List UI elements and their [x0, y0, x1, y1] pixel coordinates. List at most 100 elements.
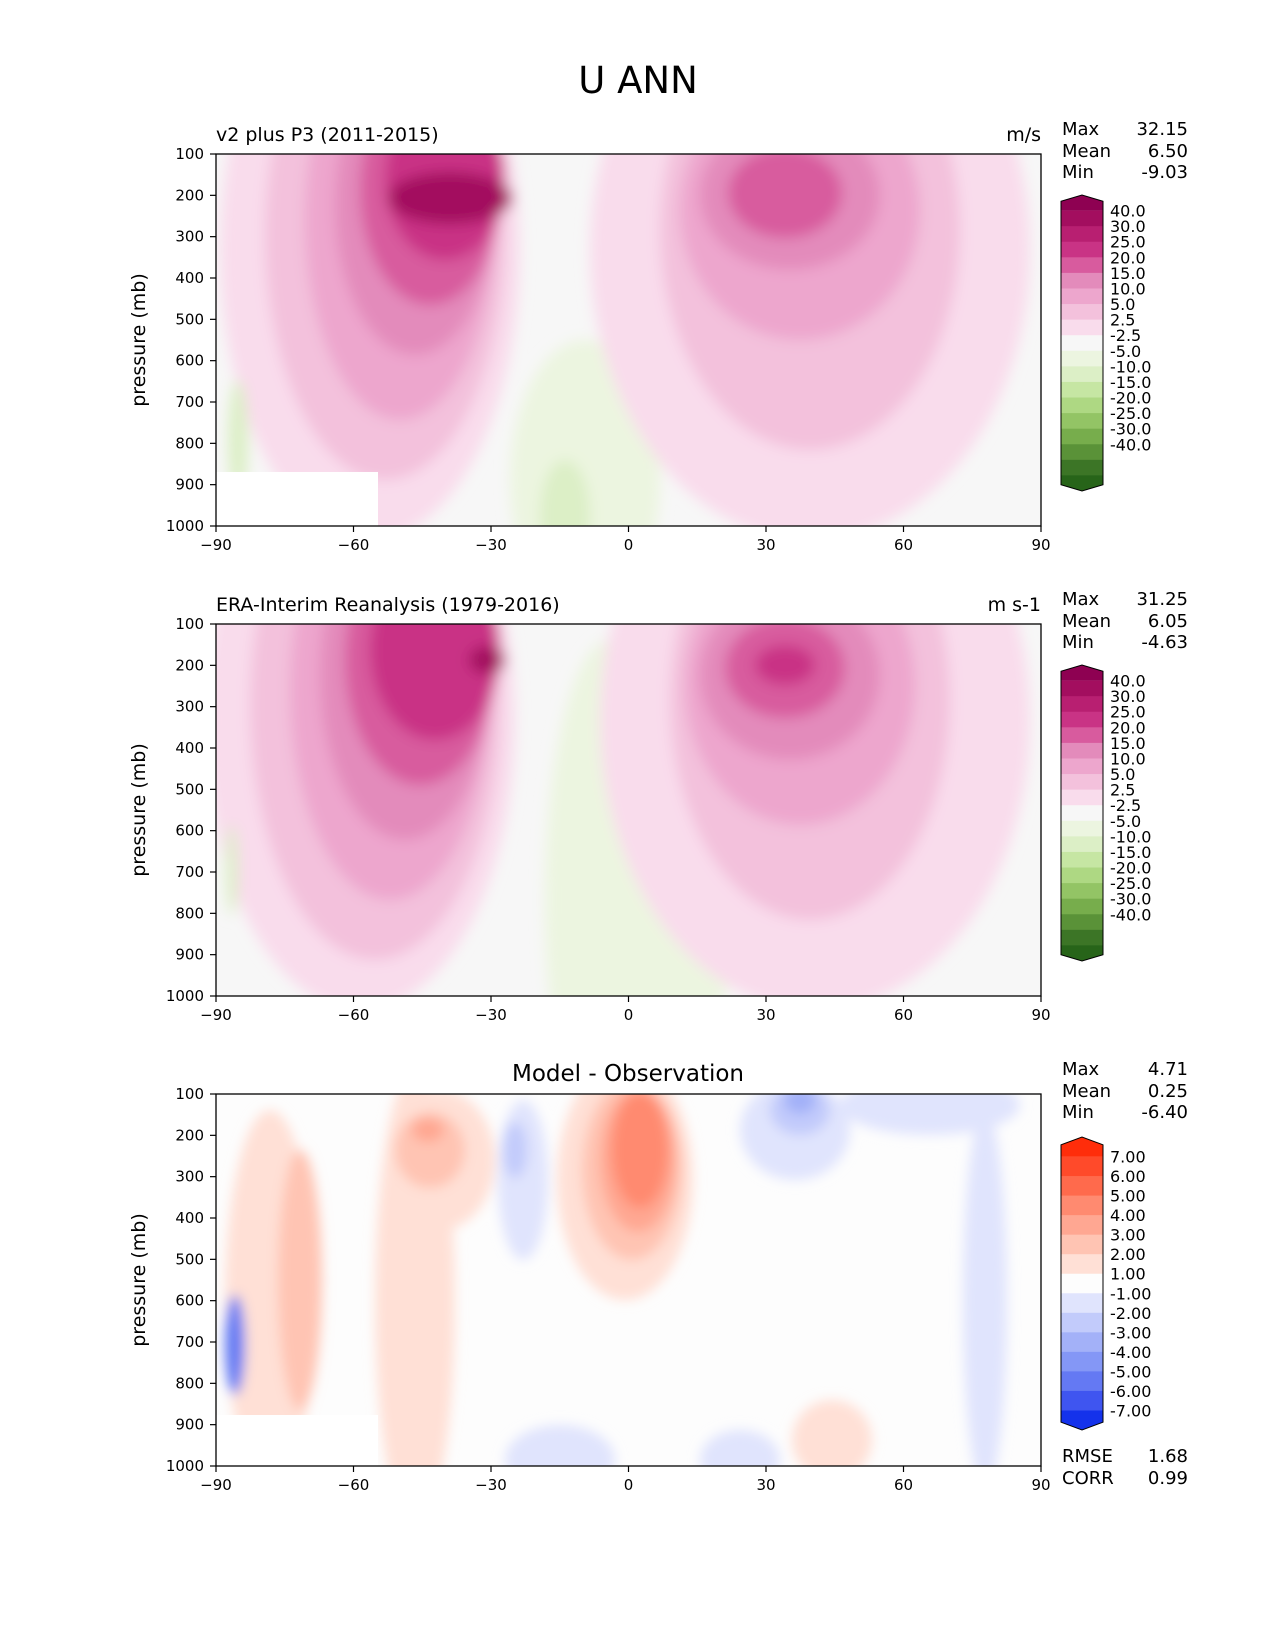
colorbar-label: 7.00: [1110, 1148, 1146, 1167]
colorbar-band: [1061, 914, 1103, 931]
stat-value-mean: 6.05: [1148, 611, 1188, 632]
colorbar-band: [1061, 335, 1103, 352]
x-tick-label: −30: [475, 1006, 507, 1024]
x-tick-label: 0: [624, 536, 634, 554]
colorbar-band: [1061, 1351, 1103, 1372]
colorbar-label: -5.0: [1110, 342, 1141, 361]
stat-value-mean: 6.50: [1148, 141, 1188, 162]
colorbar: 40.030.025.020.015.010.05.02.5-2.5-5.0-1…: [1060, 194, 1151, 492]
colorbar-band: [1061, 459, 1103, 476]
colorbar-band: [1061, 428, 1103, 445]
colorbar-extend-max: [1061, 665, 1103, 681]
contour-field: [216, 154, 1041, 526]
colorbar-label: 1.00: [1110, 1265, 1146, 1284]
stat-label-min: Min: [1062, 632, 1094, 653]
y-tick-label: 1000: [166, 517, 204, 535]
colorbar-label: -40.0: [1110, 905, 1151, 924]
colorbar-band: [1061, 257, 1103, 274]
x-tick-label: −30: [475, 1476, 507, 1494]
colorbar-band: [1061, 742, 1103, 759]
colorbar-band: [1061, 758, 1103, 775]
panel-test: v2 plus P3 (2011-2015) m/s: [128, 119, 1188, 554]
colorbar-band: [1061, 381, 1103, 399]
x-tick-label: 60: [894, 1006, 913, 1024]
x-tick-label: 0: [624, 1006, 634, 1024]
y-tick-label: 700: [175, 1333, 204, 1351]
contour-band: [412, 1118, 444, 1142]
y-tick-label: 800: [175, 1374, 204, 1392]
colorbar-label: -3.00: [1110, 1323, 1151, 1342]
colorbar-label: 10.0: [1110, 279, 1146, 298]
stat-label-mean: Mean: [1062, 611, 1111, 632]
colorbar-band: [1061, 210, 1103, 227]
colorbar-label: -20.0: [1110, 389, 1151, 408]
colorbar-label: 30.0: [1110, 687, 1146, 706]
contour-band: [612, 1094, 668, 1208]
stat-value-corr: 0.99: [1148, 1468, 1188, 1489]
y-tick-label: 900: [175, 476, 204, 494]
stat-label-corr: CORR: [1062, 1468, 1114, 1489]
colorbar-label: -4.00: [1110, 1343, 1151, 1362]
y-axis-label: pressure (mb): [128, 273, 150, 407]
colorbar-band: [1061, 867, 1103, 884]
stat-value-max: 31.25: [1136, 589, 1188, 610]
contour-band: [370, 624, 500, 740]
contour-band: [700, 1430, 780, 1466]
y-tick-label: 1000: [166, 1457, 204, 1475]
y-tick-label: 600: [175, 822, 204, 840]
colorbar-label: -5.0: [1110, 812, 1141, 831]
colorbar-label: -6.00: [1110, 1382, 1151, 1401]
stat-label-mean: Mean: [1062, 1081, 1111, 1102]
y-tick-label: 800: [175, 904, 204, 922]
colorbar-band: [1061, 820, 1103, 837]
colorbar-band: [1061, 1156, 1103, 1177]
missing-data-region: [216, 472, 378, 526]
colorbar-label: 15.0: [1110, 264, 1146, 283]
colorbar-label: 4.00: [1110, 1206, 1146, 1225]
colorbar-extend-min: [1061, 1410, 1103, 1430]
colorbar-outline: [1060, 1136, 1104, 1431]
colorbar-band: [1061, 836, 1103, 853]
colorbar-label: 10.0: [1110, 749, 1146, 768]
y-tick-label: 200: [175, 656, 204, 674]
colorbar-band: [1061, 1215, 1103, 1236]
y-tick-label: 600: [175, 352, 204, 370]
colorbar-label: -2.00: [1110, 1304, 1151, 1323]
colorbar-extend-min: [1061, 475, 1103, 491]
contour-band: [963, 1110, 1007, 1466]
colorbar-label: 2.00: [1110, 1245, 1146, 1264]
x-tick-label: −60: [338, 1006, 370, 1024]
y-tick-label: 800: [175, 434, 204, 452]
y-tick-label: 400: [175, 1209, 204, 1227]
stat-label-max: Max: [1062, 589, 1100, 610]
panel-units: m/s: [1006, 124, 1041, 146]
panel-title-left: ERA-Interim Reanalysis (1979-2016): [216, 594, 560, 616]
stat-value-min: -9.03: [1141, 162, 1188, 183]
contour-band: [226, 825, 238, 915]
colorbar-band: [1061, 883, 1103, 900]
colorbar-band: [1061, 929, 1103, 946]
colorbar-band: [1061, 1312, 1103, 1333]
contour-band: [728, 154, 842, 238]
colorbar-label: -30.0: [1110, 420, 1151, 439]
colorbar-band: [1061, 1293, 1103, 1314]
colorbar: 40.030.025.020.015.010.05.02.5-2.5-5.0-1…: [1060, 664, 1151, 962]
colorbar-band: [1061, 805, 1103, 822]
x-tick-label: −60: [338, 1476, 370, 1494]
y-tick-label: 400: [175, 269, 204, 287]
y-tick-label: 300: [175, 228, 204, 246]
colorbar-label: 30.0: [1110, 217, 1146, 236]
colorbar: 7.006.005.004.003.002.001.00-1.00-2.00-3…: [1060, 1136, 1151, 1431]
stat-label-max: Max: [1062, 119, 1100, 140]
colorbar-band: [1061, 1371, 1103, 1392]
y-tick-label: 300: [175, 698, 204, 716]
colorbar-label: 6.00: [1110, 1167, 1146, 1186]
y-axis-label: pressure (mb): [128, 1213, 150, 1347]
contour-band: [228, 380, 248, 500]
y-tick-label: 1000: [166, 987, 204, 1005]
colorbar-band: [1061, 774, 1103, 791]
stat-label-mean: Mean: [1062, 141, 1111, 162]
contour-band: [498, 1100, 548, 1260]
y-tick-label: 500: [175, 1250, 204, 1268]
y-tick-label: 200: [175, 186, 204, 204]
